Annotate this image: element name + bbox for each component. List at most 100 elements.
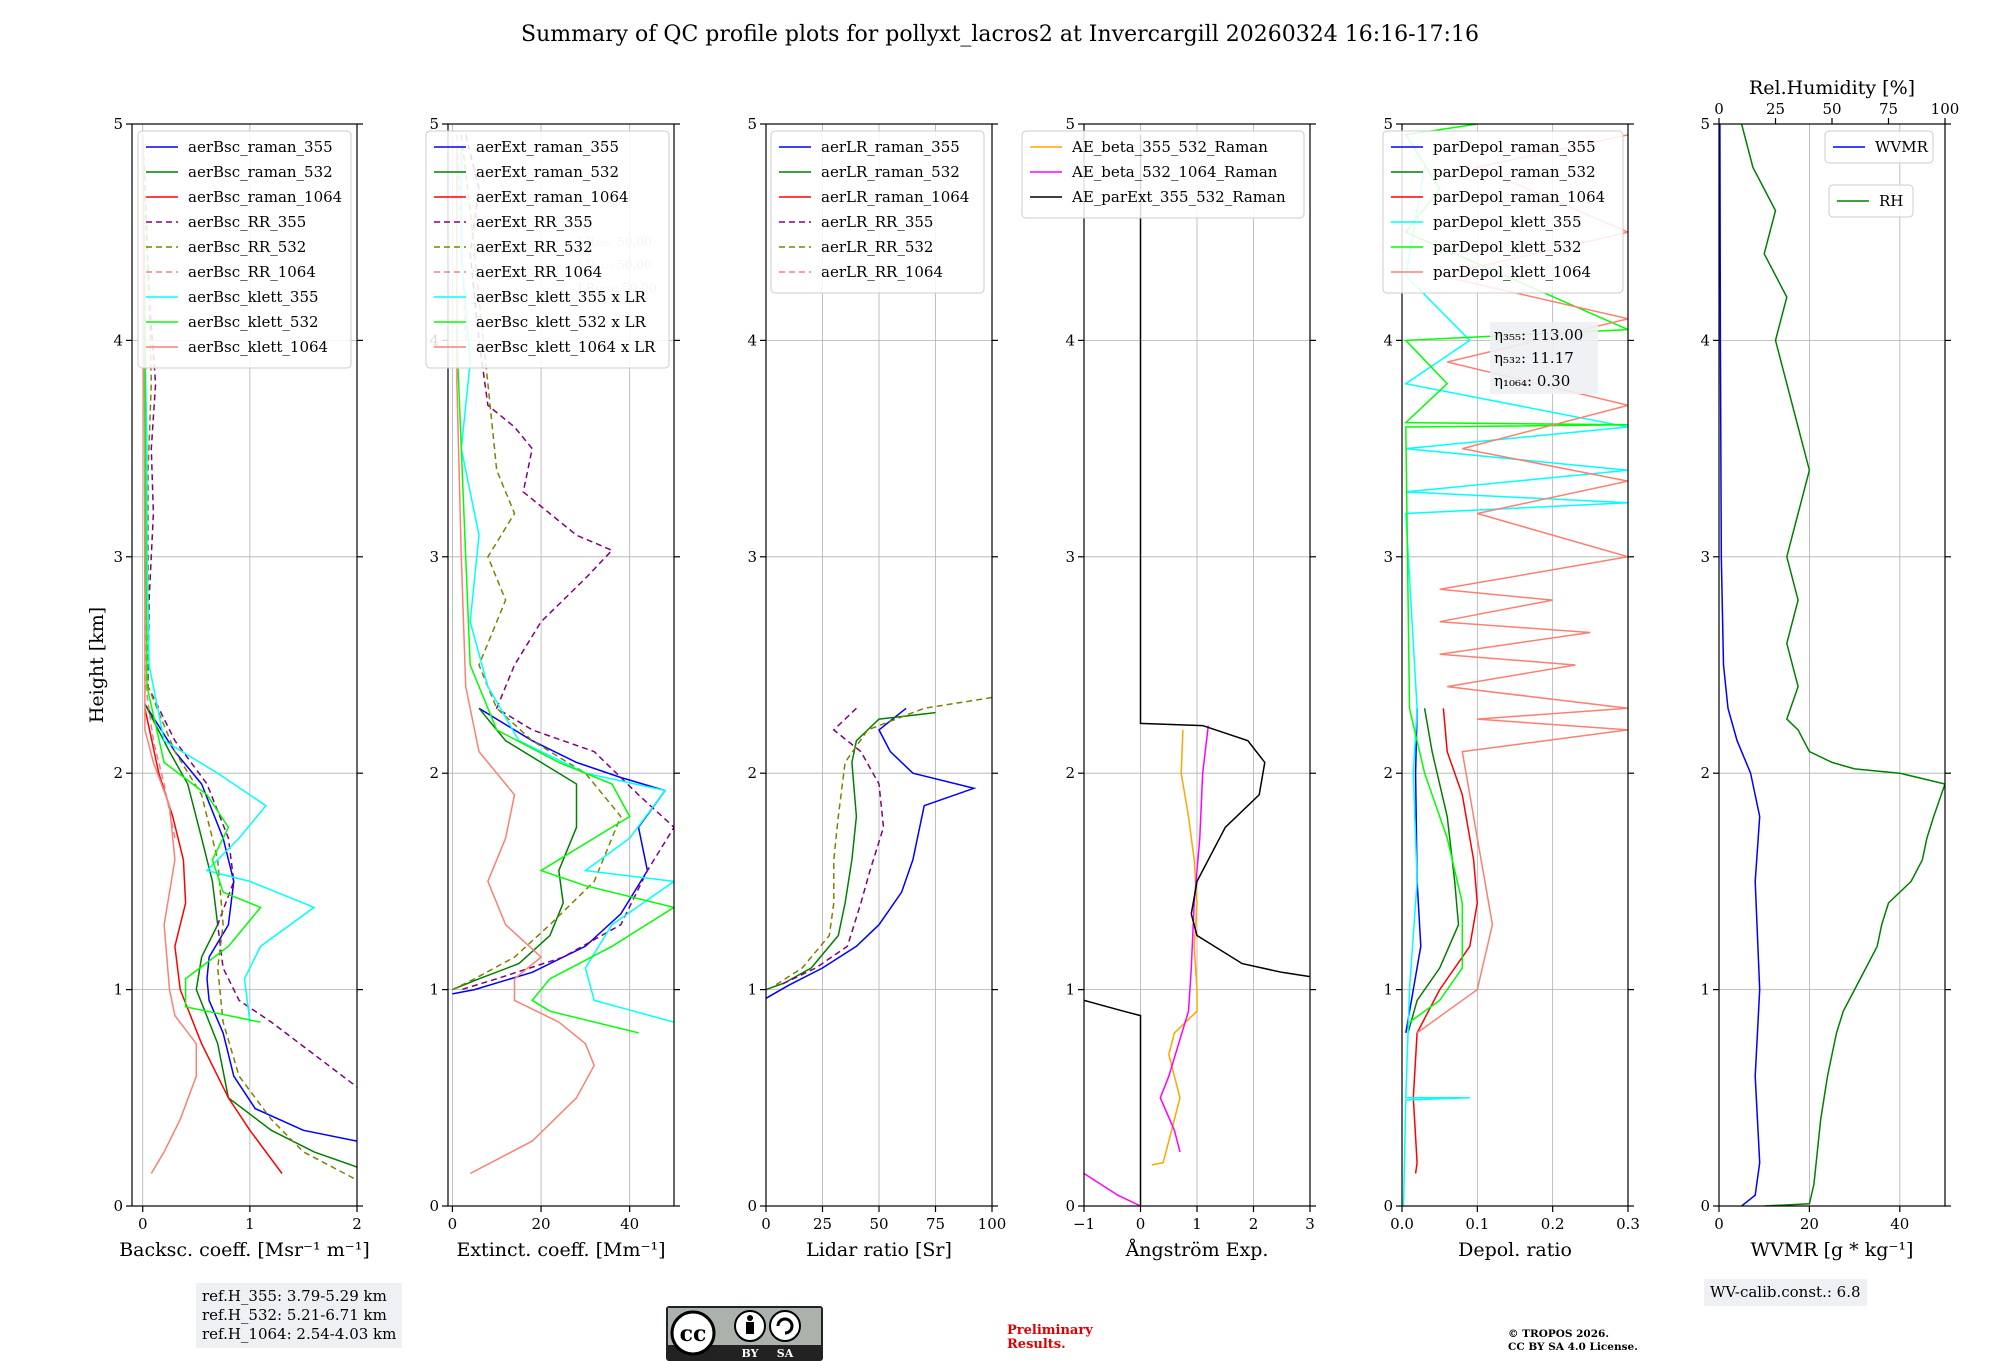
preliminary-line-2: Results. xyxy=(1007,1337,1066,1352)
y-tick-label: 5 xyxy=(1065,115,1075,133)
legend-label: aerLR_RR_532 xyxy=(821,238,933,256)
legend-label: parDepol_raman_355 xyxy=(1433,138,1596,156)
annotation-text: η₃₅₅: 113.00 xyxy=(1494,326,1583,344)
x-axis-label: Lidar ratio [Sr] xyxy=(806,1239,952,1261)
legend-box xyxy=(425,130,670,369)
cc-by-label: BY xyxy=(742,1347,759,1360)
y-tick-label: 4 xyxy=(1700,331,1710,349)
series-line-ae-beta-532-1064-raman xyxy=(1159,725,1210,1153)
ref-height-355: ref.H_355: 3.79-5.29 km xyxy=(202,1287,387,1305)
copyright-line-2: CC BY SA 4.0 License. xyxy=(1508,1341,1638,1353)
x-tick-label: 0 xyxy=(1136,1215,1146,1233)
x-tick-label: 0.0 xyxy=(1390,1215,1414,1233)
series-line-aerbsc-klett-532-x-lr xyxy=(456,145,674,1034)
y-tick-label: 3 xyxy=(113,548,123,566)
legend-label: aerBsc_klett_532 xyxy=(188,313,319,331)
y-tick-label: 3 xyxy=(747,548,757,566)
series-line-aerlr-raman-355 xyxy=(766,707,977,999)
x-axis-label: Depol. ratio xyxy=(1458,1239,1572,1261)
series-line-ae-parext-low xyxy=(1084,999,1142,1206)
y-tick-label: 0 xyxy=(1700,1197,1710,1215)
series-line-ae-parext-tail xyxy=(1084,1172,1141,1206)
cc-logo-text: cc xyxy=(680,1321,707,1347)
cc-by-sa-badge: cc BY SA xyxy=(666,1306,823,1361)
legend-label: AE_beta_532_1064_Raman xyxy=(1071,163,1278,181)
legend-box xyxy=(1021,130,1305,219)
legend-label: aerBsc_klett_1064 x LR xyxy=(476,338,656,356)
y-tick-label: 2 xyxy=(747,764,757,782)
y-tick-label: 5 xyxy=(429,115,439,133)
x-tick-label: 0.1 xyxy=(1465,1215,1489,1233)
x-tick-label: 2 xyxy=(1249,1215,1259,1233)
x-tick-label: 25 xyxy=(813,1215,832,1233)
legend-label: aerBsc_klett_1064 xyxy=(188,338,328,356)
x-tick-label: 0.2 xyxy=(1541,1215,1565,1233)
legend-label: aerLR_raman_355 xyxy=(821,138,960,156)
y-tick-label: 4 xyxy=(1065,331,1075,349)
legend-label: aerExt_raman_355 xyxy=(476,138,619,156)
y-tick-label: 5 xyxy=(1700,115,1710,133)
legend-label: aerBsc_RR_1064 xyxy=(188,263,316,281)
series-line-aerlr-rr-532 xyxy=(774,696,992,986)
legend-label: aerExt_RR_1064 xyxy=(476,263,602,281)
x-axis-label: Ångström Exp. xyxy=(1125,1239,1269,1261)
x-tick-label: 2 xyxy=(352,1215,362,1233)
legend-label: aerLR_RR_1064 xyxy=(821,263,943,281)
legend-label: WVMR xyxy=(1875,138,1929,156)
y-tick-label: 1 xyxy=(1065,981,1075,999)
y-tick-label: 5 xyxy=(747,115,757,133)
y-tick-label: 1 xyxy=(747,981,757,999)
y-tick-label: 2 xyxy=(429,764,439,782)
legend-label: RH xyxy=(1879,192,1903,210)
y-tick-label: 2 xyxy=(1383,764,1393,782)
legend-box xyxy=(770,130,985,294)
legend-label: parDepol_klett_355 xyxy=(1433,213,1582,231)
y-tick-label: 1 xyxy=(429,981,439,999)
x-tick-label: 0 xyxy=(448,1215,458,1233)
ref-height-1064: ref.H_1064: 2.54-4.03 km xyxy=(202,1325,397,1343)
series-line-pardepol-raman-532 xyxy=(1407,708,1460,1034)
ref-height-532: ref.H_532: 5.21-6.71 km xyxy=(202,1306,387,1324)
series-line-aerbsc-klett-1064-x-lr xyxy=(456,145,596,1175)
y-tick-label: 4 xyxy=(747,331,757,349)
x-tick-label: −1 xyxy=(1073,1215,1095,1233)
x-axis-label: Backsc. coeff. [Msr⁻¹ m⁻¹] xyxy=(119,1239,370,1261)
top-x-tick-label: 50 xyxy=(1822,100,1841,118)
series-line-ae-parext-355-532-raman xyxy=(1139,134,1310,978)
legend-label: aerBsc_klett_355 x LR xyxy=(476,288,647,306)
series-line-pardepol-klett-355 xyxy=(1402,167,1628,1206)
series-line-aerext-rr-355 xyxy=(461,134,674,991)
top-x-tick-label: 0 xyxy=(1714,100,1724,118)
x-tick-label: 3 xyxy=(1305,1215,1315,1233)
series-line-aerext-raman-355 xyxy=(452,707,667,995)
x-tick-label: 40 xyxy=(620,1215,639,1233)
top-x-tick-label: 100 xyxy=(1931,100,1960,118)
x-tick-label: 40 xyxy=(1890,1215,1909,1233)
legend-box xyxy=(1382,130,1624,294)
legend-label: aerBsc_RR_355 xyxy=(188,213,306,231)
series-line-aerbsc-rr-355 xyxy=(141,134,357,1088)
top-x-tick-label: 75 xyxy=(1879,100,1898,118)
axes-frame xyxy=(131,123,358,1207)
copyright-note: © TROPOS 2026. CC BY SA 4.0 License. xyxy=(1508,1328,1638,1354)
x-tick-label: 75 xyxy=(926,1215,945,1233)
y-tick-label: 1 xyxy=(1700,981,1710,999)
series-line-aerbsc-klett-1064 xyxy=(141,134,198,1174)
panel-extinction: 01234502040Extinct. coeff. [Mm⁻¹]LR₃₅₅: … xyxy=(425,115,680,1261)
preliminary-line-1: Preliminary xyxy=(1007,1323,1093,1338)
x-tick-label: 0 xyxy=(1714,1215,1724,1233)
legend-label: aerBsc_raman_532 xyxy=(188,163,333,181)
y-tick-label: 4 xyxy=(1383,331,1393,349)
x-axis-label: Extinct. coeff. [Mm⁻¹] xyxy=(456,1239,665,1261)
legend-box xyxy=(1828,184,1914,218)
series-line-aerlr-raman-532 xyxy=(766,711,936,991)
legend-label: parDepol_raman_532 xyxy=(1433,163,1596,181)
y-tick-label: 0 xyxy=(1065,1197,1075,1215)
x-tick-label: 0 xyxy=(138,1215,148,1233)
figure-title: Summary of QC profile plots for pollyxt_… xyxy=(521,22,1479,47)
y-tick-label: 2 xyxy=(113,764,123,782)
axes-frame xyxy=(447,123,675,1207)
series-line-rh xyxy=(1740,124,1945,1206)
